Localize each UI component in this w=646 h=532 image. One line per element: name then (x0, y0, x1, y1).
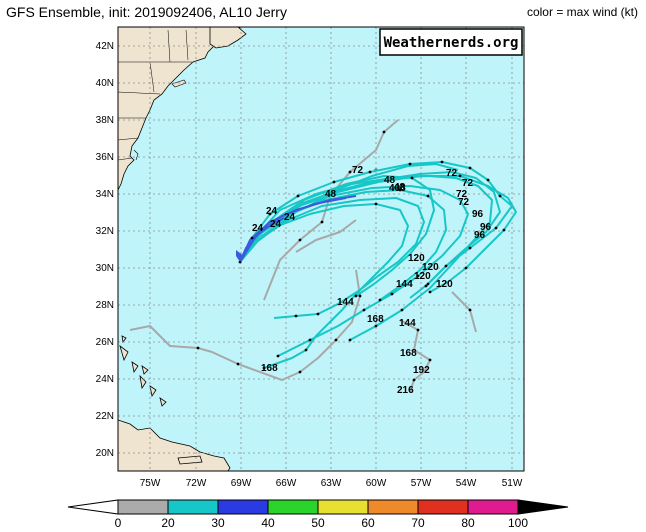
colorbar-tick: 30 (211, 516, 225, 530)
colorbar-tick: 20 (161, 516, 175, 530)
chart-title: GFS Ensemble, init: 2019092406, AL10 Jer… (6, 4, 287, 20)
lat-label: 22N (96, 411, 114, 422)
hour-label: 120 (436, 279, 453, 290)
lat-label: 30N (96, 263, 114, 274)
hour-label: 48 (394, 182, 406, 193)
colorbar-tick: 40 (261, 516, 275, 530)
hour-label: 144 (399, 318, 416, 329)
hour-label: 96 (480, 222, 492, 233)
hour-label: 24 (266, 206, 278, 217)
colorbar-segment (267, 499, 319, 515)
map-frame (117, 26, 525, 472)
colorbar-high-arrow (517, 499, 569, 515)
colorbar-segment (167, 499, 219, 515)
lat-label: 26N (96, 337, 114, 348)
lon-label: 54W (456, 478, 477, 489)
hour-label: 72 (456, 189, 468, 200)
watermark-text: Weathernerds.org (384, 35, 519, 51)
legend-title: color = max wind (kt) (526, 5, 638, 19)
lon-label: 57W (411, 478, 432, 489)
longitude-labels: 75W 72W 69W 66W 63W 60W 57W 54W 51W (140, 478, 523, 489)
colorbar-tick: 100 (508, 516, 528, 530)
long-island (171, 79, 187, 88)
hour-label: 72 (446, 168, 458, 179)
colorbar-segment (467, 499, 519, 515)
hour-label: 48 (325, 189, 337, 200)
hour-label: 144 (396, 279, 413, 290)
lat-label: 42N (96, 41, 114, 52)
hour-label: 168 (261, 363, 278, 374)
hour-label: 72 (458, 197, 470, 208)
colorbar-tick: 80 (461, 516, 475, 530)
hour-label: 96 (474, 230, 486, 241)
outer-banks (133, 149, 139, 161)
hour-label: 96 (472, 209, 484, 220)
colorbar-low-arrow (67, 499, 119, 515)
hour-label: 24 (252, 223, 264, 234)
lon-label: 51W (502, 478, 523, 489)
hour-label: 168 (400, 348, 417, 359)
hurricane-tracks (239, 195, 357, 263)
lon-label: 66W (276, 478, 297, 489)
hour-label: 408 (389, 183, 406, 194)
forecast-hour-labels: 72 48 48 72 72 72 72 408 48 24 24 24 24 … (252, 165, 492, 396)
lon-label: 72W (186, 478, 207, 489)
colorbar-segment (417, 499, 469, 515)
bahamas (119, 335, 167, 407)
hour-label: 144 (337, 297, 354, 308)
colorbar-segment (217, 499, 269, 515)
hour-label: 72 (352, 165, 364, 176)
colorbar-tick: 60 (361, 516, 375, 530)
colorbar-tick: 70 (411, 516, 425, 530)
lat-label: 20N (96, 448, 114, 459)
hour-label: 168 (367, 314, 384, 325)
lat-label: 28N (96, 300, 114, 311)
colorbar-tick: 50 (311, 516, 325, 530)
watermark: Weathernerds.org (379, 28, 523, 56)
hour-label: 120 (408, 253, 425, 264)
track-points (196, 130, 506, 382)
colorbar-segment (367, 499, 419, 515)
colorbar: 0 20 30 40 50 60 70 80 100 (67, 499, 569, 530)
lon-label: 60W (366, 478, 387, 489)
lon-label: 63W (321, 478, 342, 489)
ocean (118, 27, 524, 471)
colorbar-segment (117, 499, 169, 515)
nova-scotia (209, 27, 247, 49)
hour-label: 24 (270, 219, 282, 230)
lat-label: 24N (96, 374, 114, 385)
lat-label: 38N (96, 115, 114, 126)
hour-label: 216 (397, 385, 414, 396)
hour-label: 48 (384, 175, 396, 186)
hour-label: 24 (284, 212, 296, 223)
colorbar-tick: 0 (115, 516, 122, 530)
lon-label: 69W (231, 478, 252, 489)
hour-label: 120 (414, 271, 431, 282)
lat-label: 36N (96, 152, 114, 163)
hour-label: 120 (422, 262, 439, 273)
colorbar-segment (317, 499, 369, 515)
lat-label: 34N (96, 189, 114, 200)
hour-label: 72 (462, 178, 474, 189)
storm-start-point (236, 250, 244, 262)
lat-label: 40N (96, 78, 114, 89)
latitude-labels: 42N 40N 38N 36N 34N 32N 30N 28N 26N 24N … (96, 41, 114, 459)
hour-label: 192 (413, 365, 430, 376)
lat-label: 32N (96, 226, 114, 237)
lon-label: 75W (140, 478, 161, 489)
